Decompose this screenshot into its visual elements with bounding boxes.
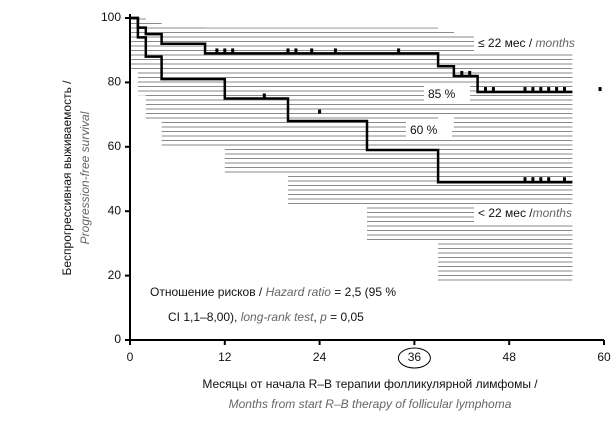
censor-mark bbox=[563, 177, 566, 182]
censor-mark bbox=[310, 48, 314, 53]
censor-mark bbox=[547, 87, 551, 92]
y-axis-label: Progression-free survival bbox=[78, 111, 92, 244]
censor-mark bbox=[598, 87, 602, 92]
censor-mark bbox=[491, 87, 495, 92]
text-part: Отношение рисков / bbox=[150, 285, 266, 299]
censor-mark bbox=[460, 70, 464, 75]
censor-mark bbox=[468, 70, 472, 75]
survival-curve bbox=[130, 16, 573, 94]
label-bg bbox=[144, 283, 460, 327]
hazard-text: Отношение рисков / Hazard ratio = 2,5 (9… bbox=[150, 285, 396, 299]
censor-mark bbox=[531, 87, 535, 92]
y-tick-label: 80 bbox=[108, 75, 122, 89]
y-tick-label: 100 bbox=[101, 10, 121, 24]
percent-label: 60 % bbox=[410, 123, 438, 137]
confidence-band bbox=[130, 18, 573, 283]
censor-mark bbox=[286, 48, 290, 53]
x-axis-label: Months from start R–B therapy of follicu… bbox=[229, 397, 512, 411]
legend-label: < 22 мес /months bbox=[478, 206, 572, 220]
y-tick-label: 0 bbox=[114, 332, 121, 346]
censor-mark bbox=[223, 48, 227, 53]
censor-mark bbox=[262, 93, 266, 98]
censor-mark bbox=[547, 177, 551, 182]
survival-curve bbox=[130, 16, 573, 184]
censor-mark bbox=[231, 48, 235, 53]
text-part: Hazard ratio bbox=[266, 285, 332, 299]
text-part: = 0,05 bbox=[327, 310, 364, 324]
y-axis-label: Беспрогрессивная выживаемость / bbox=[60, 80, 74, 276]
text-part: p bbox=[319, 310, 327, 324]
x-tick-label: 12 bbox=[218, 350, 232, 364]
x-tick-label: 60 bbox=[597, 350, 611, 364]
censor-mark bbox=[333, 48, 337, 53]
x-tick-label: 48 bbox=[503, 350, 517, 364]
text-part: months bbox=[533, 206, 572, 220]
censor-mark bbox=[555, 87, 559, 92]
text-part: = 2,5 (95 % bbox=[331, 285, 396, 299]
label-bg bbox=[474, 205, 608, 223]
y-tick-label: 20 bbox=[108, 268, 122, 282]
text-part: CI 1,1–8,00), bbox=[168, 310, 241, 324]
hazard-text: CI 1,1–8,00), long-rank test, p = 0,05 bbox=[168, 310, 364, 324]
text-part: long-rank test bbox=[241, 310, 314, 324]
label-bg bbox=[406, 122, 452, 140]
censor-mark bbox=[318, 109, 322, 114]
censor-mark bbox=[484, 87, 487, 92]
text-part: months bbox=[536, 36, 575, 50]
text-part: , bbox=[313, 310, 320, 324]
censor-mark bbox=[539, 87, 543, 92]
percent-label: 85 % bbox=[428, 87, 456, 101]
x-tick-label: 0 bbox=[127, 350, 134, 364]
censor-mark bbox=[294, 48, 298, 53]
censor-mark bbox=[531, 177, 535, 182]
y-tick-label: 60 bbox=[108, 139, 122, 153]
label-bg bbox=[424, 86, 470, 104]
x-tick-label: 24 bbox=[313, 350, 327, 364]
censor-mark bbox=[539, 177, 543, 182]
censor-mark bbox=[215, 48, 219, 53]
censor-mark bbox=[523, 177, 527, 182]
label-bg bbox=[474, 35, 608, 53]
legend-label: ≤ 22 мес / months bbox=[478, 36, 575, 50]
x-axis-label: Месяцы от начала R–B терапии фолликулярн… bbox=[202, 377, 538, 391]
censor-mark bbox=[523, 87, 527, 92]
y-tick-label: 40 bbox=[108, 203, 122, 217]
x-tick-label: 36 bbox=[408, 350, 422, 364]
tick-circle bbox=[397, 347, 431, 369]
text-part: ≤ 22 мес / bbox=[478, 36, 536, 50]
censor-mark bbox=[563, 87, 566, 92]
censor-mark bbox=[397, 48, 401, 53]
text-part: < 22 мес / bbox=[478, 206, 533, 220]
